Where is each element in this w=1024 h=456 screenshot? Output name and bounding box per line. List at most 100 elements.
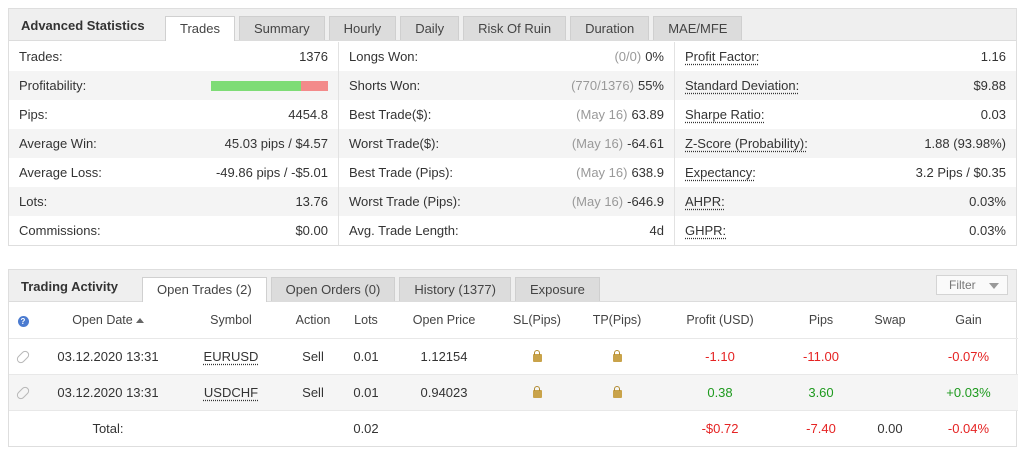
column-header-gain[interactable]: Gain bbox=[955, 313, 982, 328]
stat-detail: (May 16) bbox=[571, 136, 624, 151]
tab-exposure[interactable]: Exposure bbox=[514, 277, 600, 301]
paperclip-icon[interactable] bbox=[15, 384, 31, 401]
symbol-link[interactable]: EURUSD bbox=[203, 348, 259, 364]
stat-detail: (May 16) bbox=[571, 194, 624, 209]
total-gain: -0.04% bbox=[919, 409, 1018, 446]
total-swap: 0.00 bbox=[861, 409, 919, 446]
stat-label-link[interactable]: Standard Deviation: bbox=[685, 78, 800, 93]
lock-icon bbox=[612, 349, 622, 362]
cell-action: Sell bbox=[283, 373, 343, 410]
stat-label-link[interactable]: Expectancy: bbox=[685, 165, 756, 180]
cell-gain: -0.07% bbox=[919, 337, 1018, 374]
stat-value: $0.00 bbox=[295, 223, 328, 238]
total-lots: 0.02 bbox=[343, 409, 389, 446]
stat-value: 0.03% bbox=[969, 223, 1006, 238]
cell-action: Sell bbox=[283, 337, 343, 374]
stat-value: -49.86 pips / -$5.01 bbox=[215, 165, 328, 180]
stats-row: Lots: 13.76 Worst Trade (Pips): (May 16) -6… bbox=[9, 187, 1016, 216]
stat-label: Best Trade (Pips): bbox=[349, 165, 454, 180]
stat-label-link[interactable]: AHPR: bbox=[685, 194, 725, 209]
profitability-bar-loss bbox=[301, 80, 328, 91]
stat-label: Pips: bbox=[19, 107, 48, 122]
tab-trades[interactable]: Trades bbox=[165, 16, 235, 41]
column-header-open-price[interactable]: Open Price bbox=[412, 313, 476, 328]
tab-summary[interactable]: Summary bbox=[238, 16, 325, 40]
stat-label-link[interactable]: Profit Factor: bbox=[685, 49, 760, 64]
tab-risk-of-ruin[interactable]: Risk Of Ruin bbox=[463, 16, 567, 40]
advanced-statistics-panel: Advanced Statistics Trades Summary Hourl… bbox=[8, 8, 1017, 246]
stat-label: Trades: bbox=[19, 49, 63, 64]
total-label: Total: bbox=[37, 409, 179, 446]
total-profit: -$0.72 bbox=[659, 409, 781, 446]
cell-open-date: 03.12.2020 13:31 bbox=[37, 337, 179, 374]
tab-open-orders[interactable]: Open Orders (0) bbox=[270, 277, 396, 301]
column-header-lots[interactable]: Lots bbox=[354, 313, 378, 328]
profitability-bar-win bbox=[211, 80, 302, 91]
cell-profit: -1.10 bbox=[659, 337, 781, 374]
stat-detail: (May 16) bbox=[576, 107, 628, 122]
cell-gain: +0.03% bbox=[919, 373, 1018, 410]
tab-daily[interactable]: Daily bbox=[400, 16, 460, 40]
panel-title: Trading Activity bbox=[21, 279, 119, 294]
cell-swap bbox=[861, 373, 919, 410]
lock-icon bbox=[532, 385, 542, 398]
stat-label: Longs Won: bbox=[349, 49, 419, 64]
stat-value: 0.03% bbox=[969, 194, 1006, 209]
column-header-profit[interactable]: Profit (USD) bbox=[686, 313, 754, 328]
chevron-down-icon bbox=[989, 283, 999, 289]
symbol-link[interactable]: USDCHF bbox=[203, 384, 259, 400]
cell-pips: -11.00 bbox=[781, 337, 861, 374]
stat-label: Worst Trade (Pips): bbox=[349, 194, 461, 209]
stat-value: 1.16 bbox=[980, 49, 1006, 64]
stat-value: -646.9 bbox=[627, 194, 664, 209]
filter-dropdown[interactable]: Filter bbox=[936, 275, 1008, 295]
tab-history[interactable]: History (1377) bbox=[399, 277, 511, 301]
panel-title: Advanced Statistics bbox=[21, 18, 145, 33]
stat-value: 55% bbox=[637, 78, 664, 93]
stat-detail: (May 16) bbox=[576, 165, 628, 180]
stat-label: Lots: bbox=[19, 194, 48, 209]
tab-mae-mfe[interactable]: MAE/MFE bbox=[653, 16, 743, 40]
stat-label: Best Trade($): bbox=[349, 107, 432, 122]
column-header-open-date[interactable]: Open Date bbox=[37, 303, 179, 338]
column-header-tp[interactable]: TP(Pips) bbox=[592, 313, 642, 328]
tab-duration[interactable]: Duration bbox=[570, 16, 650, 40]
cell-pips: 3.60 bbox=[781, 373, 861, 410]
table-total-row: Total: 0.02 -$0.72 -7.40 0.00 -0.04% bbox=[9, 409, 1018, 446]
column-header-symbol[interactable]: Symbol bbox=[210, 313, 252, 328]
tab-hourly[interactable]: Hourly bbox=[328, 16, 397, 40]
stat-detail: (0/0) bbox=[614, 49, 642, 64]
stat-value: 1376 bbox=[299, 49, 328, 64]
stat-value: 1.88 (93.98%) bbox=[924, 136, 1006, 151]
stat-label-link[interactable]: Z-Score (Probability): bbox=[685, 136, 808, 151]
stats-row: Profitability: Shorts Won: (770/1376) 55% … bbox=[9, 71, 1016, 100]
stat-value: 4d bbox=[649, 223, 664, 238]
column-header-swap[interactable]: Swap bbox=[874, 313, 906, 328]
stat-value: 0% bbox=[645, 49, 664, 64]
stats-row: Average Loss: -49.86 pips / -$5.01 Best T… bbox=[9, 158, 1016, 187]
stat-label: Commissions: bbox=[19, 223, 101, 238]
stat-value: 3.2 Pips / $0.35 bbox=[915, 165, 1006, 180]
lock-icon bbox=[612, 385, 622, 398]
column-header-sl[interactable]: SL(Pips) bbox=[513, 313, 561, 328]
filter-label: Filter bbox=[949, 278, 976, 292]
stat-label: Profitability: bbox=[19, 78, 87, 93]
table-header-row: ? Open Date Symbol Action Lots Open Pric… bbox=[9, 303, 1018, 338]
stat-label-link[interactable]: Sharpe Ratio: bbox=[685, 107, 765, 122]
paperclip-icon[interactable] bbox=[15, 348, 31, 365]
activity-tabs: Open Trades (2) Open Orders (0) History … bbox=[142, 277, 604, 302]
stat-value: 4454.8 bbox=[288, 107, 328, 122]
tab-open-trades[interactable]: Open Trades (2) bbox=[142, 277, 267, 302]
stats-row: Commissions: $0.00 Avg. Trade Length: 4d G… bbox=[9, 216, 1016, 245]
stat-detail: (770/1376) bbox=[571, 78, 634, 93]
help-icon[interactable]: ? bbox=[17, 316, 29, 328]
stat-value: 45.03 pips / $4.57 bbox=[224, 136, 328, 151]
cell-lots: 0.01 bbox=[343, 373, 389, 410]
stat-label-link[interactable]: GHPR: bbox=[685, 223, 727, 238]
column-header-pips[interactable]: Pips bbox=[808, 313, 834, 328]
stats-grid: Trades: 1376 Longs Won: (0/0) 0% Profit Fac… bbox=[9, 42, 1016, 245]
profitability-bar bbox=[211, 80, 328, 91]
stat-value: 63.89 bbox=[631, 107, 664, 122]
total-pips: -7.40 bbox=[781, 409, 861, 446]
column-header-action[interactable]: Action bbox=[295, 313, 331, 328]
